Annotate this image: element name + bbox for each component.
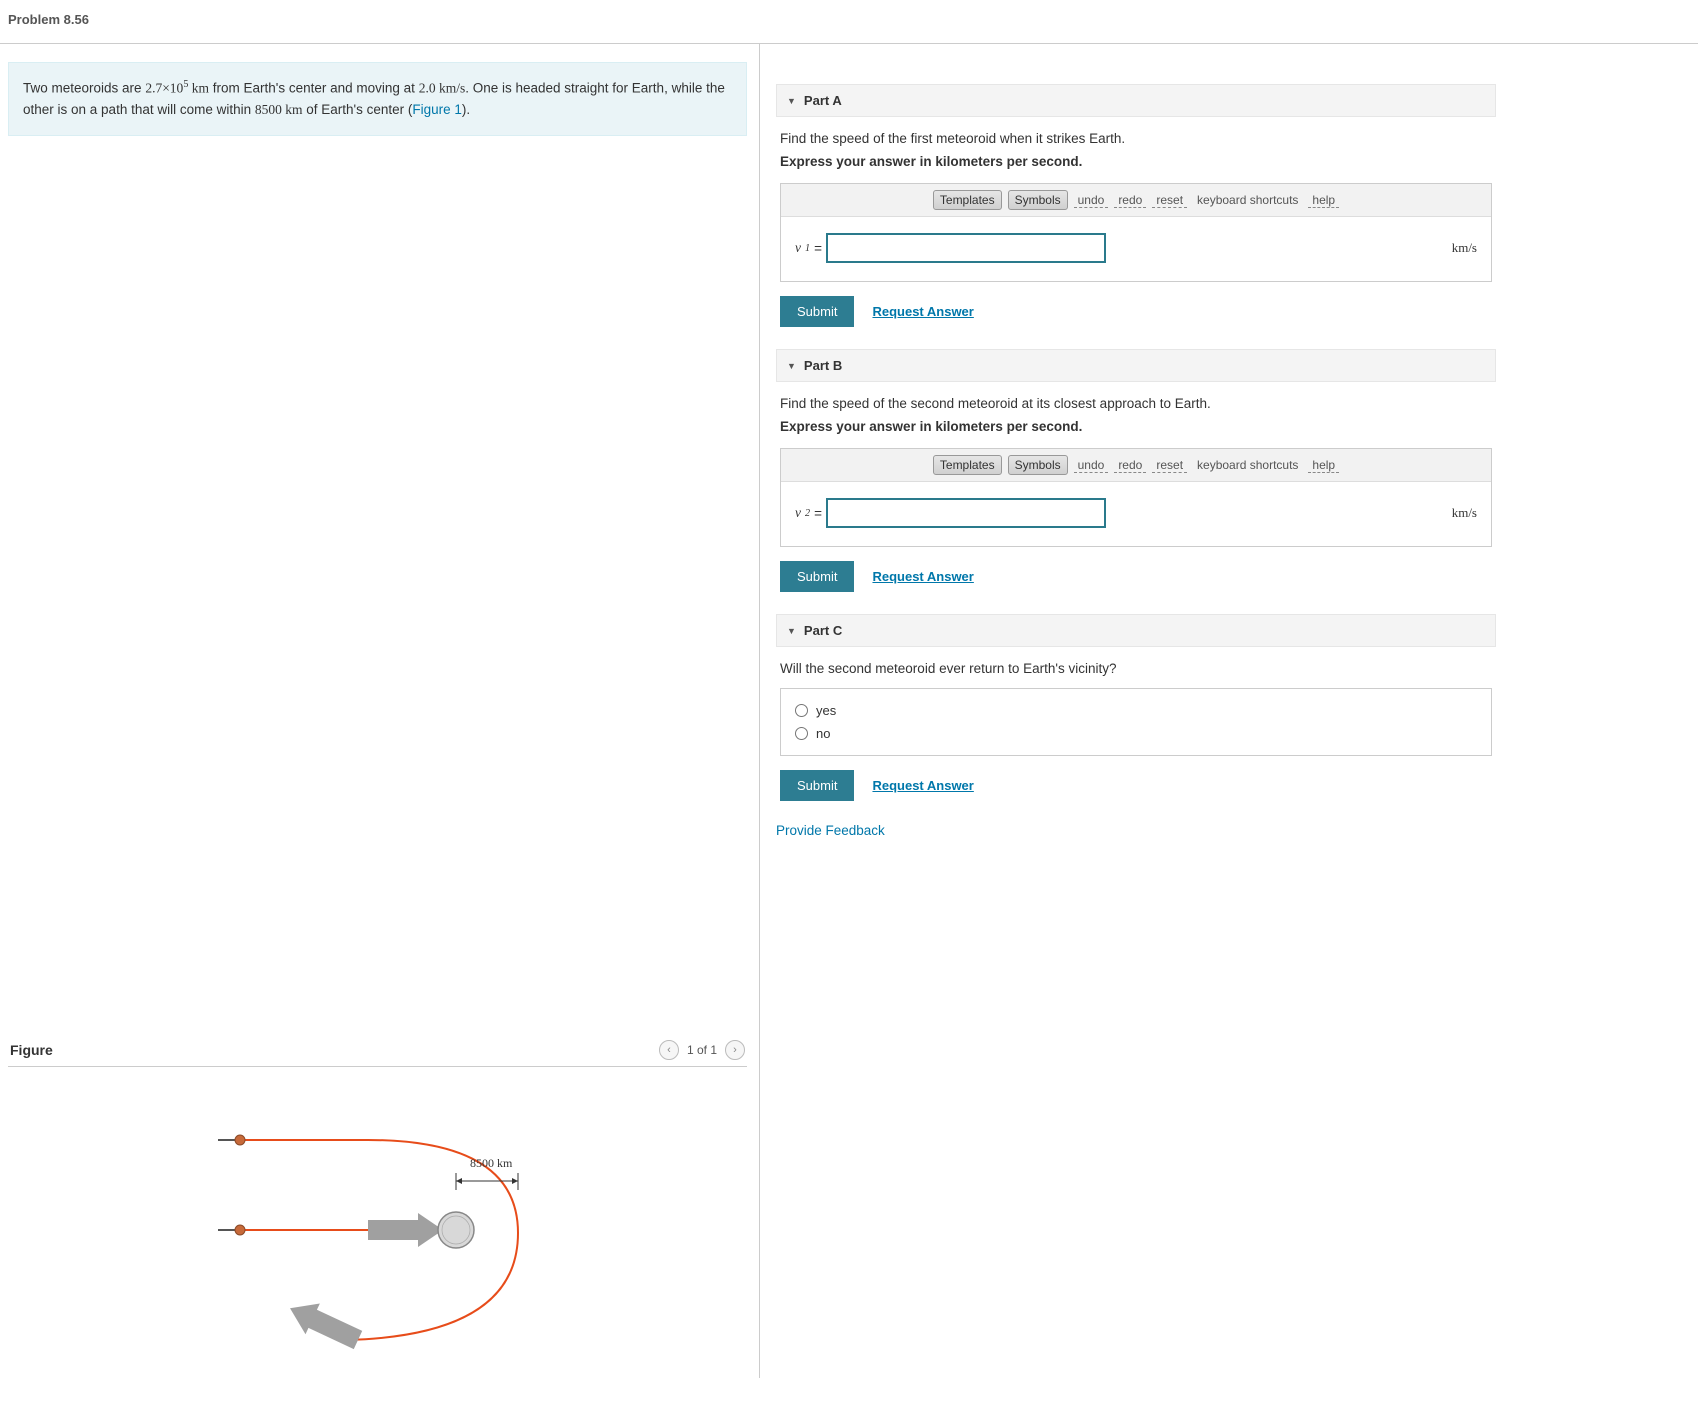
variable-sub: 2	[805, 508, 810, 519]
figure-dimension-label: 8500 km	[470, 1156, 513, 1170]
text: ).	[462, 102, 470, 117]
part-b-title: Part B	[804, 358, 842, 373]
variable-label: v	[795, 505, 801, 521]
part-a-hint: Express your answer in kilometers per se…	[780, 154, 1492, 169]
figure-image: 8500 km	[208, 1095, 747, 1358]
figure-link[interactable]: Figure 1	[412, 102, 462, 117]
part-b-answer-input[interactable]	[826, 498, 1106, 528]
text: of Earth's center (	[303, 102, 413, 117]
part-b-hint: Express your answer in kilometers per se…	[780, 419, 1492, 434]
equation-toolbar: Templates Symbols undo redo reset keyboa…	[781, 449, 1491, 482]
templates-button[interactable]: Templates	[933, 190, 1002, 210]
templates-button[interactable]: Templates	[933, 455, 1002, 475]
keyboard-shortcuts-button[interactable]: keyboard shortcuts	[1193, 193, 1302, 207]
close-value: 8500 km	[255, 102, 303, 117]
part-c-question: Will the second meteoroid ever return to…	[780, 661, 1492, 676]
speed-value: 2.0 km/s	[419, 81, 466, 96]
part-c-options: yes no	[780, 688, 1492, 756]
undo-button[interactable]: undo	[1074, 193, 1109, 208]
next-figure-button[interactable]: ›	[725, 1040, 745, 1060]
provide-feedback-link[interactable]: Provide Feedback	[776, 823, 1698, 838]
keyboard-shortcuts-button[interactable]: keyboard shortcuts	[1193, 458, 1302, 472]
redo-button[interactable]: redo	[1114, 458, 1146, 473]
part-a-answer-box: Templates Symbols undo redo reset keyboa…	[780, 183, 1492, 282]
variable-label: v	[795, 240, 801, 256]
part-c: ▼ Part C Will the second meteoroid ever …	[776, 614, 1496, 801]
variable-sub: 1	[805, 243, 810, 254]
text: from Earth's center and moving at	[209, 81, 419, 96]
figure-pager: ‹ 1 of 1 ›	[659, 1040, 745, 1060]
part-a-request-answer-link[interactable]: Request Answer	[872, 304, 973, 319]
radio-yes[interactable]	[795, 704, 808, 717]
part-c-header[interactable]: ▼ Part C	[776, 614, 1496, 647]
distance-unit: km	[188, 81, 209, 96]
part-b-question: Find the speed of the second meteoroid a…	[780, 396, 1492, 411]
equals: =	[814, 241, 822, 256]
part-a-question: Find the speed of the first meteoroid wh…	[780, 131, 1492, 146]
part-c-request-answer-link[interactable]: Request Answer	[872, 778, 973, 793]
part-a-title: Part A	[804, 93, 842, 108]
part-b: ▼ Part B Find the speed of the second me…	[776, 349, 1496, 592]
equals: =	[814, 506, 822, 521]
prev-figure-button[interactable]: ‹	[659, 1040, 679, 1060]
collapse-icon: ▼	[787, 626, 796, 636]
part-b-header[interactable]: ▼ Part B	[776, 349, 1496, 382]
part-a-header[interactable]: ▼ Part A	[776, 84, 1496, 117]
unit-label: km/s	[1452, 505, 1477, 521]
figure-page-count: 1 of 1	[687, 1043, 717, 1057]
option-no-label: no	[816, 726, 830, 741]
part-c-submit-button[interactable]: Submit	[780, 770, 854, 801]
page-title: Problem 8.56	[0, 0, 1698, 39]
option-yes-label: yes	[816, 703, 836, 718]
collapse-icon: ▼	[787, 361, 796, 371]
help-button[interactable]: help	[1308, 458, 1339, 473]
reset-button[interactable]: reset	[1152, 193, 1187, 208]
radio-no[interactable]	[795, 727, 808, 740]
part-a-answer-input[interactable]	[826, 233, 1106, 263]
part-b-request-answer-link[interactable]: Request Answer	[872, 569, 973, 584]
collapse-icon: ▼	[787, 96, 796, 106]
equation-toolbar: Templates Symbols undo redo reset keyboa…	[781, 184, 1491, 217]
reset-button[interactable]: reset	[1152, 458, 1187, 473]
problem-statement: Two meteoroids are 2.7×105 km from Earth…	[8, 62, 747, 136]
part-c-title: Part C	[804, 623, 842, 638]
figure-title: Figure	[10, 1042, 53, 1058]
undo-button[interactable]: undo	[1074, 458, 1109, 473]
text: Two meteoroids are	[23, 81, 145, 96]
part-a: ▼ Part A Find the speed of the first met…	[776, 84, 1496, 327]
part-a-submit-button[interactable]: Submit	[780, 296, 854, 327]
symbols-button[interactable]: Symbols	[1008, 455, 1068, 475]
option-yes[interactable]: yes	[795, 699, 1477, 722]
redo-button[interactable]: redo	[1114, 193, 1146, 208]
help-button[interactable]: help	[1308, 193, 1339, 208]
part-b-answer-box: Templates Symbols undo redo reset keyboa…	[780, 448, 1492, 547]
unit-label: km/s	[1452, 240, 1477, 256]
symbols-button[interactable]: Symbols	[1008, 190, 1068, 210]
option-no[interactable]: no	[795, 722, 1477, 745]
distance-value: 2.7×10	[145, 81, 183, 96]
part-b-submit-button[interactable]: Submit	[780, 561, 854, 592]
